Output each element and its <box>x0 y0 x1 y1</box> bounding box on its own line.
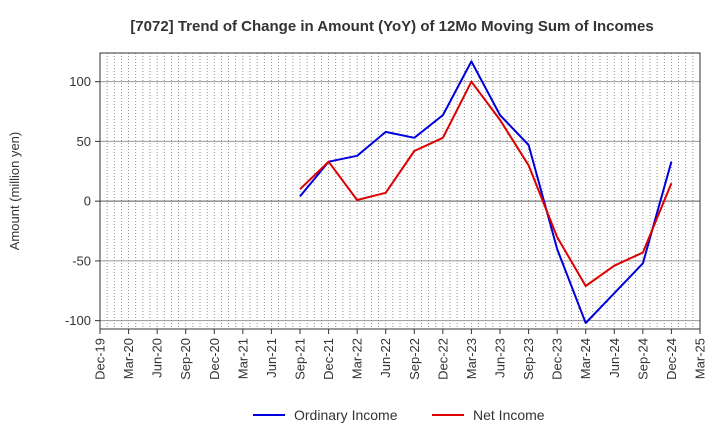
series-line-net-income <box>299 80 673 287</box>
x-tick-label: Jun-23 <box>493 338 508 378</box>
x-tick-label: Mar-25 <box>693 338 708 379</box>
x-tick-label: Sep-20 <box>178 338 193 380</box>
y-tick-label: 50 <box>77 134 91 149</box>
x-tick-label: Dec-19 <box>93 338 108 380</box>
x-tick-label: Jun-22 <box>378 338 393 378</box>
x-tick-label: Dec-24 <box>664 338 679 380</box>
plot-area-border <box>99 52 701 330</box>
x-tick-label: Mar-23 <box>464 338 479 379</box>
x-tick-label: Sep-23 <box>521 338 536 380</box>
y-tick-label: 100 <box>69 74 91 89</box>
y-tick-label: 0 <box>84 194 91 209</box>
x-tick-label: Jun-21 <box>264 338 279 378</box>
series-lines <box>299 60 673 324</box>
x-tick-label: Dec-22 <box>435 338 450 380</box>
legend-label: Net Income <box>473 407 545 423</box>
x-tick-label: Sep-21 <box>293 338 308 380</box>
chart-title: [7072] Trend of Change in Amount (YoY) o… <box>130 18 653 35</box>
x-tick-label: Sep-22 <box>407 338 422 380</box>
y-tick-label: -100 <box>65 313 91 328</box>
x-tick-label: Mar-20 <box>121 338 136 379</box>
x-tick-label: Dec-21 <box>321 338 336 380</box>
x-tick-label: Dec-20 <box>207 338 222 380</box>
x-tick-label: Jun-24 <box>607 338 622 378</box>
x-axis-ticks: Dec-19 Mar-20 Jun-20 Sep-20 Dec-20 Mar-21 Jun-… <box>93 329 708 380</box>
y-tick-label: -50 <box>72 253 91 268</box>
x-tick-label: Jun-20 <box>150 338 165 378</box>
grid <box>100 53 700 329</box>
x-tick-label: Sep-24 <box>635 338 650 380</box>
y-axis-label: Amount (million yen) <box>7 132 22 251</box>
x-tick-label: Mar-22 <box>350 338 365 379</box>
legend-label: Ordinary Income <box>294 407 398 423</box>
x-tick-label: Dec-23 <box>550 338 565 380</box>
x-tick-label: Mar-24 <box>578 338 593 379</box>
legend: Ordinary Income Net Income <box>253 407 545 423</box>
y-axis-ticks: -100 -50 0 50 100 <box>65 74 100 328</box>
series-line-ordinary-income <box>299 60 673 324</box>
x-tick-label: Mar-21 <box>235 338 250 379</box>
